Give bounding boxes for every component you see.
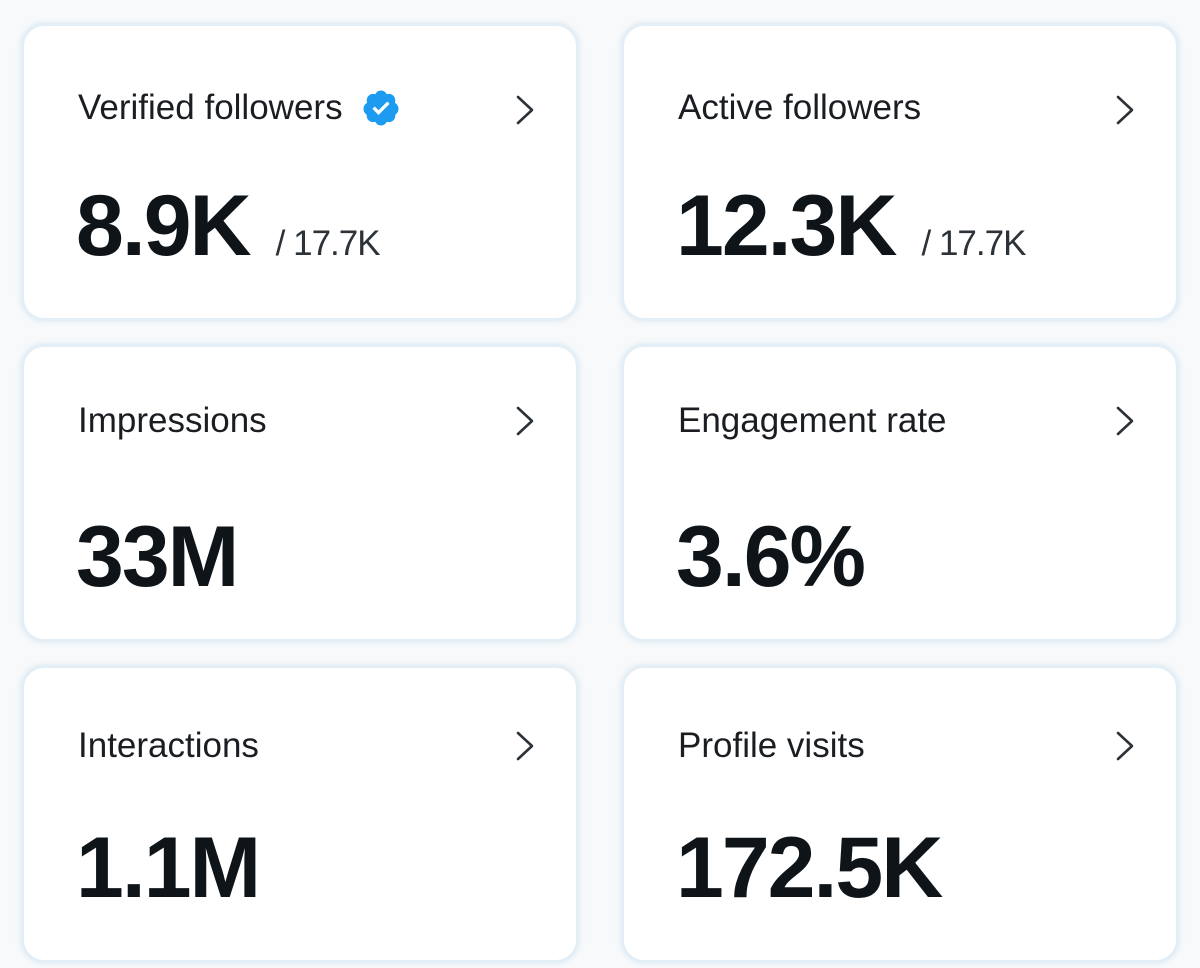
card-title-label: Profile visits	[678, 726, 865, 765]
metric-value-row: 12.3K / 17.7K	[676, 176, 1027, 276]
card-title-active-followers: Active followers	[678, 86, 921, 130]
metric-value: 172.5K	[676, 820, 943, 916]
metric-value: 8.9K	[76, 178, 252, 274]
card-title-profile-visits: Profile visits	[678, 724, 865, 768]
card-title-interactions: Interactions	[78, 724, 259, 768]
chevron-right-icon[interactable]	[514, 730, 536, 762]
card-title-label: Interactions	[78, 726, 259, 765]
card-profile-visits[interactable]: Profile visits 172.5K	[622, 666, 1178, 962]
chevron-right-icon[interactable]	[514, 405, 536, 437]
card-title-label: Engagement rate	[678, 401, 947, 440]
metric-value: 1.1M	[76, 820, 261, 916]
chevron-right-icon[interactable]	[1114, 405, 1136, 437]
chevron-right-icon[interactable]	[514, 94, 536, 126]
metric-total: / 17.7K	[275, 224, 381, 263]
analytics-grid: Verified followers 8.9K / 17.7K Active f…	[22, 24, 1178, 962]
card-interactions[interactable]: Interactions 1.1M	[22, 666, 578, 962]
metric-value: 3.6%	[676, 509, 866, 605]
card-title-label: Verified followers	[78, 88, 343, 127]
metric-value: 12.3K	[676, 178, 897, 274]
chevron-right-icon[interactable]	[1114, 730, 1136, 762]
card-title-label: Impressions	[78, 401, 267, 440]
card-title-label: Active followers	[678, 88, 922, 127]
metric-value: 33M	[76, 509, 239, 605]
card-impressions[interactable]: Impressions 33M	[22, 345, 578, 641]
card-title-impressions: Impressions	[78, 399, 267, 443]
metric-total: / 17.7K	[921, 224, 1027, 263]
metric-value-row: 1.1M	[76, 818, 261, 918]
card-title-verified-followers: Verified followers	[78, 86, 401, 130]
card-active-followers[interactable]: Active followers 12.3K / 17.7K	[622, 24, 1178, 320]
verified-badge-icon	[363, 90, 399, 126]
metric-value-row: 172.5K	[676, 818, 943, 918]
card-verified-followers[interactable]: Verified followers 8.9K / 17.7K	[22, 24, 578, 320]
card-engagement-rate[interactable]: Engagement rate 3.6%	[622, 345, 1178, 641]
chevron-right-icon[interactable]	[1114, 94, 1136, 126]
card-title-engagement-rate: Engagement rate	[678, 399, 947, 443]
metric-value-row: 33M	[76, 507, 239, 607]
metric-value-row: 8.9K / 17.7K	[76, 176, 381, 276]
metric-value-row: 3.6%	[676, 507, 866, 607]
